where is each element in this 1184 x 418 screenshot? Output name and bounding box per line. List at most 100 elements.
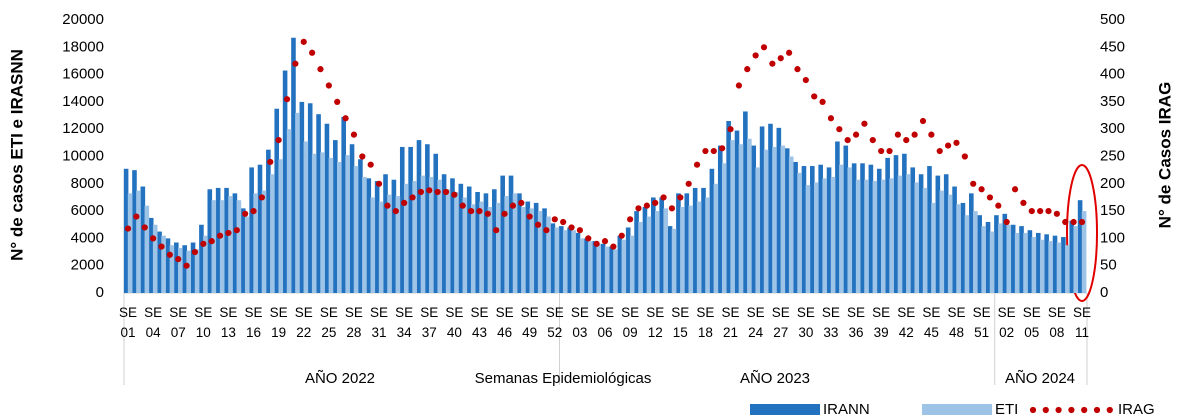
- bar: [847, 167, 853, 293]
- bar: [776, 127, 782, 294]
- bar: [299, 101, 305, 294]
- bar: [504, 196, 509, 293]
- x-tick-label: SE 42: [897, 305, 916, 340]
- bar: [500, 175, 505, 293]
- irag-dot: [1062, 218, 1069, 226]
- bar: [893, 155, 899, 293]
- bar: [814, 182, 819, 293]
- x-group-label: AÑO 2023: [740, 370, 810, 387]
- bar: [466, 186, 472, 293]
- irag-dot: [225, 229, 232, 237]
- irag-dot: [1053, 210, 1060, 217]
- bar: [525, 201, 531, 293]
- x-tick-label: SE 01: [118, 305, 137, 340]
- bar: [571, 230, 576, 293]
- irag-dot: [166, 251, 173, 258]
- irag-dot: [836, 126, 843, 133]
- y2-tick-label: 100: [1100, 229, 1125, 246]
- irag-dot: [685, 180, 692, 187]
- irag-dot: [426, 187, 433, 194]
- irag-dot: [702, 147, 709, 155]
- irag-dot: [392, 208, 399, 215]
- legend-label: ETI: [995, 401, 1018, 418]
- irag-dot: [242, 210, 249, 217]
- bar: [399, 146, 405, 293]
- bar: [646, 216, 652, 293]
- bar: [588, 241, 593, 293]
- bar: [362, 176, 367, 293]
- bar: [734, 130, 740, 293]
- bar: [688, 205, 694, 293]
- y-axis-title: N° de casos ETI e IRASNN: [7, 49, 26, 261]
- x-tick-label: SE 12: [646, 305, 665, 340]
- bar: [772, 146, 777, 293]
- irag-dot: [150, 235, 157, 242]
- bar: [345, 155, 350, 293]
- irag-dot: [518, 199, 525, 207]
- bar: [224, 187, 229, 293]
- bar: [437, 179, 443, 293]
- bar: [1014, 232, 1020, 293]
- bar: [479, 201, 484, 293]
- x-tick-label: SE 25: [319, 305, 338, 340]
- bar: [613, 249, 618, 293]
- irag-dot: [894, 131, 901, 138]
- x-tick-label: SE 27: [771, 305, 790, 340]
- bar: [1081, 211, 1087, 293]
- irag-dot: [752, 52, 759, 59]
- x-tick-label: SE 34: [395, 305, 414, 340]
- bar: [562, 230, 568, 293]
- x-tick-label: SE 31: [370, 305, 389, 340]
- bar: [1056, 242, 1062, 293]
- bar: [311, 153, 317, 293]
- bar: [358, 159, 363, 293]
- irag-dot: [534, 221, 542, 228]
- irag-dot: [719, 145, 726, 152]
- bar: [144, 205, 150, 293]
- x-tick-label: SE 21: [721, 305, 740, 340]
- bar: [341, 116, 346, 293]
- bar: [910, 167, 916, 293]
- bar: [726, 121, 731, 293]
- irag-dot: [852, 131, 860, 138]
- x-tick-label: SE 37: [420, 305, 439, 340]
- irag-dot: [652, 199, 659, 207]
- bar: [353, 166, 359, 293]
- irag-dot: [777, 55, 784, 62]
- irag-dot: [878, 147, 885, 155]
- irag-dot: [1020, 199, 1027, 207]
- y2-tick-label: 250: [1100, 147, 1125, 164]
- bar: [1069, 220, 1075, 293]
- irag-dot: [409, 194, 416, 201]
- bar: [584, 238, 589, 293]
- bar: [383, 174, 388, 293]
- bar: [508, 175, 514, 293]
- bar: [429, 176, 434, 293]
- bar: [676, 193, 681, 293]
- x-tick-label: SE 04: [144, 305, 163, 340]
- bar: [487, 207, 493, 293]
- bar: [793, 161, 798, 293]
- bar: [947, 194, 953, 293]
- bar: [420, 175, 426, 293]
- bar: [721, 163, 727, 293]
- bar: [810, 166, 815, 293]
- irag-dot: [359, 153, 366, 160]
- y2-tick-label: 300: [1100, 120, 1125, 137]
- bar: [927, 166, 932, 293]
- bar: [855, 179, 861, 293]
- bar: [801, 166, 807, 293]
- x-tick-label: SE 07: [169, 305, 188, 340]
- bar: [751, 145, 757, 293]
- bar: [642, 207, 648, 293]
- bar: [148, 217, 154, 293]
- bar: [747, 138, 752, 293]
- irag-dot: [175, 256, 182, 263]
- bar: [763, 149, 769, 293]
- irag-dot: [1078, 218, 1086, 226]
- x-tick-label: SE 52: [545, 305, 564, 340]
- bar: [211, 200, 217, 293]
- bar: [483, 193, 489, 293]
- irag-dot: [995, 202, 1002, 209]
- bar: [337, 161, 342, 293]
